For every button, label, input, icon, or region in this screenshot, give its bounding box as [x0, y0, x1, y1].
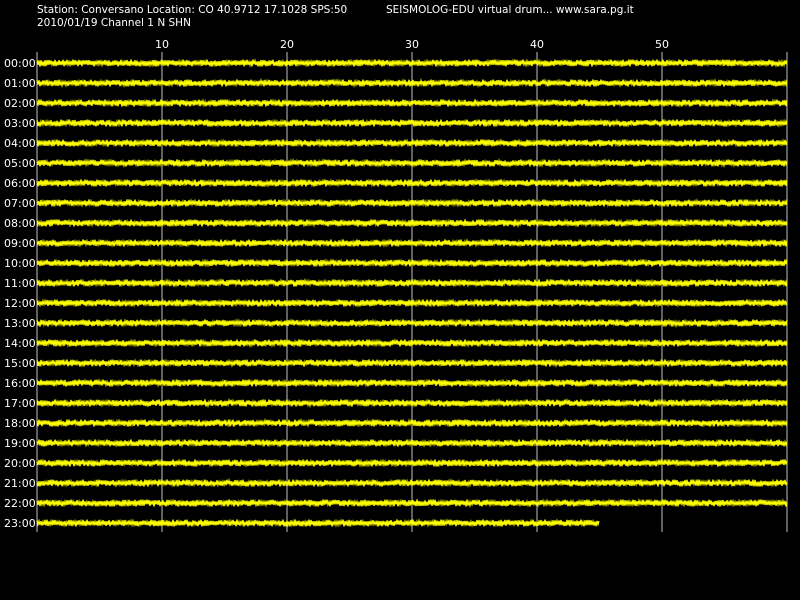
hour-label: 19:00: [4, 437, 36, 450]
trace-0800: [36, 218, 788, 228]
trace-2200: [36, 498, 788, 508]
x-tick-label: 10: [155, 38, 169, 51]
trace-2300: [36, 518, 600, 528]
hour-label: 15:00: [4, 357, 36, 370]
trace-0500: [36, 157, 788, 169]
hour-label: 09:00: [4, 237, 36, 250]
trace-0400: [36, 138, 788, 148]
hour-label: 20:00: [4, 457, 36, 470]
app-title: SEISMOLOG-EDU virtual drum... www.sara.p…: [386, 4, 634, 16]
trace-1100: [36, 277, 788, 289]
trace-1800: [36, 417, 788, 428]
trace-0100: [36, 77, 788, 88]
hour-label: 02:00: [4, 97, 36, 110]
grid-lines: [36, 52, 788, 532]
trace-1300: [36, 317, 788, 329]
hour-label: 03:00: [4, 117, 36, 130]
hour-label: 01:00: [4, 77, 36, 90]
hour-label: 11:00: [4, 277, 36, 290]
hour-label: 17:00: [4, 397, 36, 410]
trace-0200: [36, 98, 788, 108]
seismic-traces: [36, 57, 788, 528]
hour-labels: 00:00 01:00 02:00 03:00 04:00 05:00 06:00 07:00…: [4, 57, 36, 530]
hour-label: 18:00: [4, 417, 36, 430]
hour-label: 21:00: [4, 477, 36, 490]
x-tick-label: 50: [655, 38, 669, 51]
hour-label: 05:00: [4, 157, 36, 170]
station-info: Station: Conversano Location: CO 40.9712…: [37, 4, 348, 16]
hour-label: 23:00: [4, 517, 36, 530]
hour-label: 13:00: [4, 317, 36, 330]
hour-label: 06:00: [4, 177, 36, 190]
x-tick-label: 40: [530, 38, 544, 51]
trace-0700: [36, 198, 788, 208]
trace-0900: [36, 238, 788, 248]
hour-label: 22:00: [4, 497, 36, 510]
hour-label: 10:00: [4, 257, 36, 270]
hour-label: 04:00: [4, 137, 36, 150]
trace-2100: [36, 477, 788, 488]
trace-2000: [36, 458, 788, 468]
x-tick-label: 30: [405, 38, 419, 51]
hour-label: 07:00: [4, 197, 36, 210]
trace-1900: [36, 438, 788, 448]
date-channel-info: 2010/01/19 Channel 1 N SHN: [37, 17, 191, 29]
hour-label: 08:00: [4, 217, 36, 230]
trace-1500: [36, 358, 788, 368]
trace-1600: [36, 378, 788, 388]
trace-1700: [36, 397, 788, 409]
hour-label: 00:00: [4, 57, 36, 70]
trace-1200: [36, 298, 788, 308]
hour-label: 16:00: [4, 377, 36, 390]
hour-label: 14:00: [4, 337, 36, 350]
hour-label: 12:00: [4, 297, 36, 310]
x-axis-ticks: 10 20 30 40 50: [155, 38, 669, 51]
trace-1400: [36, 338, 788, 348]
trace-0300: [36, 118, 788, 128]
trace-1000: [36, 258, 788, 268]
x-tick-label: 20: [280, 38, 294, 51]
trace-0600: [36, 178, 788, 188]
trace-0000: [36, 57, 788, 68]
